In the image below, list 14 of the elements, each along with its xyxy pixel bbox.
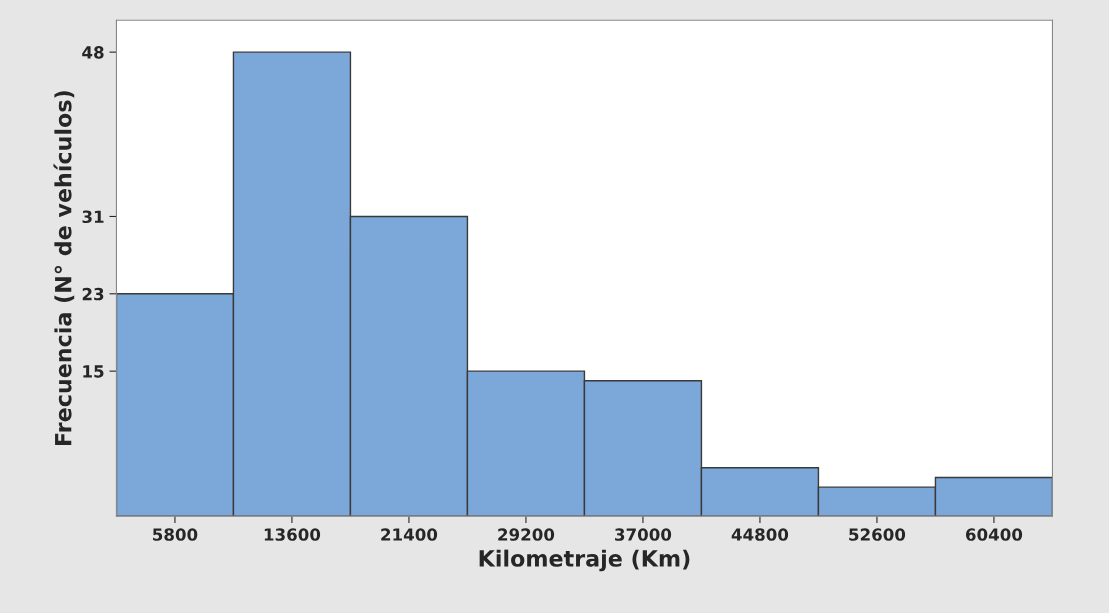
x-tick-label: 60400 [965, 528, 1023, 541]
y-axis-title: Frecuencia (N° de vehículos) [53, 91, 75, 446]
x-tick-label: 5800 [153, 528, 198, 541]
x-tick-label: 37000 [615, 528, 672, 541]
x-tick-label: 21400 [381, 528, 438, 541]
x-tick-label: 29200 [498, 528, 555, 541]
y-tick-label: 15 [83, 365, 104, 378]
x-tick-label: 52600 [849, 528, 906, 541]
x-axis-title: Kilometraje (Km) [479, 549, 690, 572]
x-tick-label: 44800 [731, 528, 789, 541]
y-tick-label: 23 [82, 287, 104, 301]
x-tick-label: 13600 [264, 528, 321, 541]
y-tick-label: 31 [82, 210, 104, 224]
y-tick-label: 48 [82, 46, 104, 59]
